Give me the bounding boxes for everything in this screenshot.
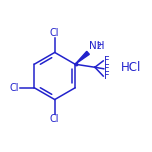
Text: F: F	[104, 64, 110, 74]
Polygon shape	[75, 51, 89, 64]
Text: NH: NH	[89, 41, 104, 51]
Text: Cl: Cl	[49, 28, 59, 38]
Text: Cl: Cl	[50, 114, 59, 124]
Text: F: F	[104, 71, 109, 81]
Text: 2: 2	[96, 42, 101, 51]
Text: Cl: Cl	[10, 83, 19, 93]
Text: F: F	[104, 56, 109, 66]
Text: HCl: HCl	[121, 61, 142, 74]
